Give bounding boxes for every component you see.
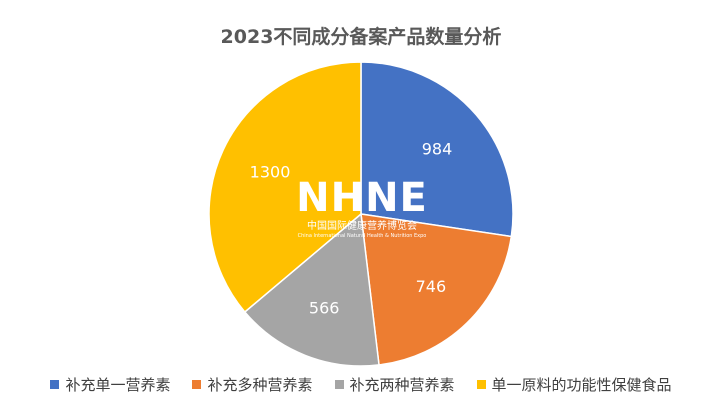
legend-label: 补充两种营养素 (349, 376, 455, 394)
legend-item-2: 补充多种营养素 (192, 374, 313, 395)
legend-label: 补充单一营养素 (65, 376, 171, 394)
data-label-4: 1300 (250, 163, 291, 182)
legend-swatch (476, 380, 486, 389)
data-label-2: 746 (416, 277, 447, 296)
pie-chart: 984 746 566 1300 (208, 61, 514, 367)
legend-swatch (334, 380, 344, 389)
data-label-1: 984 (422, 140, 453, 159)
legend-item-4: 单一原料的功能性保健食品 (476, 374, 672, 395)
chart-legend: 补充单一营养素 补充多种营养素 补充两种营养素 单一原料的功能性保健食品 (0, 374, 722, 395)
legend-item-1: 补充单一营养素 (50, 374, 170, 395)
legend-item-3: 补充两种营养素 (334, 374, 455, 395)
pie-slice-2 (360, 213, 513, 366)
legend-swatch (192, 380, 202, 389)
pie-slice-4 (208, 61, 362, 314)
pie-slice-3 (243, 212, 380, 367)
chart-title: 2023不同成分备案产品数量分析 (220, 26, 502, 48)
pie-slice-1 (360, 61, 514, 238)
legend-label: 单一原料的功能性保健食品 (491, 376, 672, 394)
legend-swatch (50, 380, 60, 389)
data-label-3: 566 (309, 298, 340, 317)
legend-label: 补充多种营养素 (207, 376, 313, 394)
